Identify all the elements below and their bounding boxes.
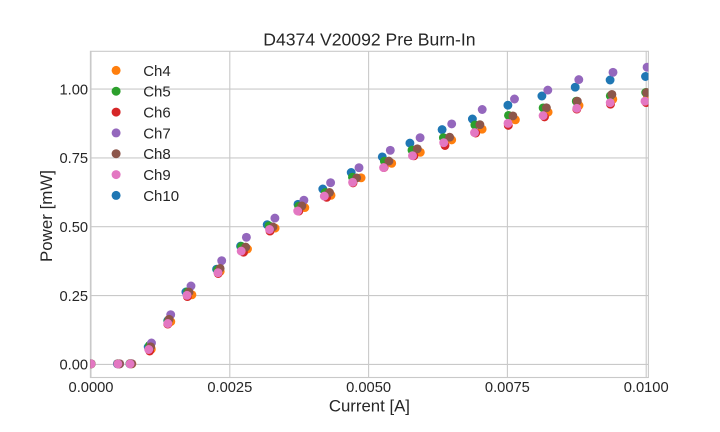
svg-text:0.00: 0.00 [60, 358, 89, 374]
svg-text:Ch7: Ch7 [143, 125, 171, 142]
svg-text:D4374 V20092 Pre Burn-In: D4374 V20092 Pre Burn-In [263, 30, 475, 50]
svg-text:0.0075: 0.0075 [485, 380, 530, 396]
svg-text:Ch9: Ch9 [143, 167, 171, 184]
svg-text:Ch4: Ch4 [143, 63, 171, 80]
svg-text:Ch6: Ch6 [143, 105, 171, 122]
svg-text:0.0000: 0.0000 [69, 380, 114, 396]
svg-text:1.00: 1.00 [60, 82, 89, 98]
svg-text:Power [mW]: Power [mW] [37, 170, 56, 262]
svg-text:0.0100: 0.0100 [624, 380, 669, 396]
svg-text:Ch5: Ch5 [143, 84, 171, 101]
svg-text:Ch8: Ch8 [143, 146, 171, 163]
svg-text:Current [A]: Current [A] [329, 397, 410, 416]
svg-text:0.50: 0.50 [60, 220, 89, 236]
svg-text:0.0050: 0.0050 [346, 380, 391, 396]
svg-text:0.0025: 0.0025 [207, 380, 252, 396]
svg-text:0.75: 0.75 [60, 151, 89, 167]
svg-text:0.25: 0.25 [60, 289, 89, 305]
svg-text:Ch10: Ch10 [143, 188, 179, 205]
